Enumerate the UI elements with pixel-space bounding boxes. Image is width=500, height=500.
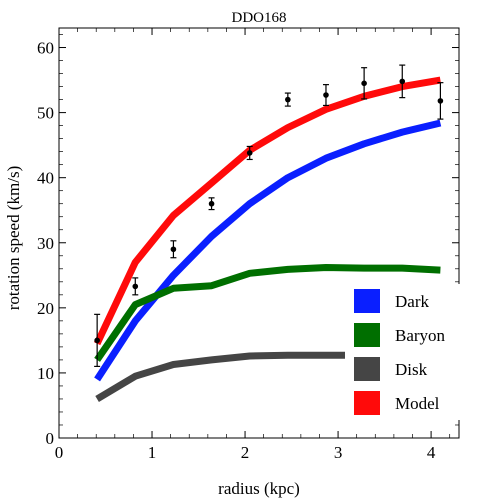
data-point (208, 200, 215, 207)
legend-item-disk: Disk (354, 357, 428, 381)
legend-item-model: Model (354, 391, 440, 415)
observed-point (246, 145, 253, 161)
y-tick-label: 30 (37, 234, 54, 253)
legend-swatch (354, 323, 380, 347)
y-axis: 0 10 20 30 40 50 60 (37, 34, 459, 448)
x-tick-label: 1 (148, 443, 157, 462)
observed-point (132, 277, 139, 296)
baryon-curve (94, 264, 441, 362)
data-point (132, 283, 139, 290)
observed-points (94, 64, 444, 368)
x-tick-label: 3 (334, 443, 343, 462)
observed-point (170, 240, 177, 259)
x-axis: 0 1 2 3 4 (55, 28, 451, 462)
legend-label: Dark (395, 292, 429, 311)
model-curve (93, 76, 441, 346)
observed-point (94, 313, 101, 368)
chart-title: DDO168 (232, 10, 287, 26)
observed-point (361, 67, 368, 100)
x-tick-label: 2 (241, 443, 250, 462)
data-point (285, 96, 291, 103)
x-tick-label: 0 (55, 443, 64, 462)
y-tick-label: 0 (46, 429, 55, 448)
data-point (94, 337, 100, 344)
legend-item-dark: Dark (354, 289, 429, 313)
y-tick-label: 20 (37, 299, 54, 318)
y-tick-label: 40 (37, 169, 54, 188)
data-point (361, 80, 367, 87)
curves (93, 76, 442, 403)
legend-item-baryon: Baryon (354, 323, 446, 347)
legend-label: Baryon (395, 326, 446, 345)
x-axis-label: radius (kpc) (218, 479, 300, 498)
data-point (437, 98, 444, 104)
data-point (323, 92, 329, 98)
observed-point (437, 82, 444, 120)
observed-point (208, 197, 215, 211)
axes-frame (58, 27, 460, 439)
y-tick-label: 10 (37, 364, 54, 383)
legend-swatch (354, 357, 380, 381)
legend: Dark Baryon Disk Model (345, 284, 460, 420)
plot-frame (58, 27, 460, 439)
y-tick-label: 60 (37, 39, 54, 58)
legend-label: Model (395, 394, 440, 413)
y-axis-label: rotation speed (km/s) (4, 166, 23, 310)
y-tick-label: 50 (37, 104, 54, 123)
legend-label: Disk (395, 360, 428, 379)
data-point (170, 246, 177, 253)
legend-swatch (354, 289, 380, 313)
observed-point (399, 64, 406, 99)
observed-point (322, 84, 329, 107)
x-tick-label: 4 (427, 443, 436, 462)
observed-point (284, 92, 291, 107)
legend-swatch (354, 391, 380, 415)
data-point (399, 78, 406, 85)
data-point (246, 150, 253, 156)
